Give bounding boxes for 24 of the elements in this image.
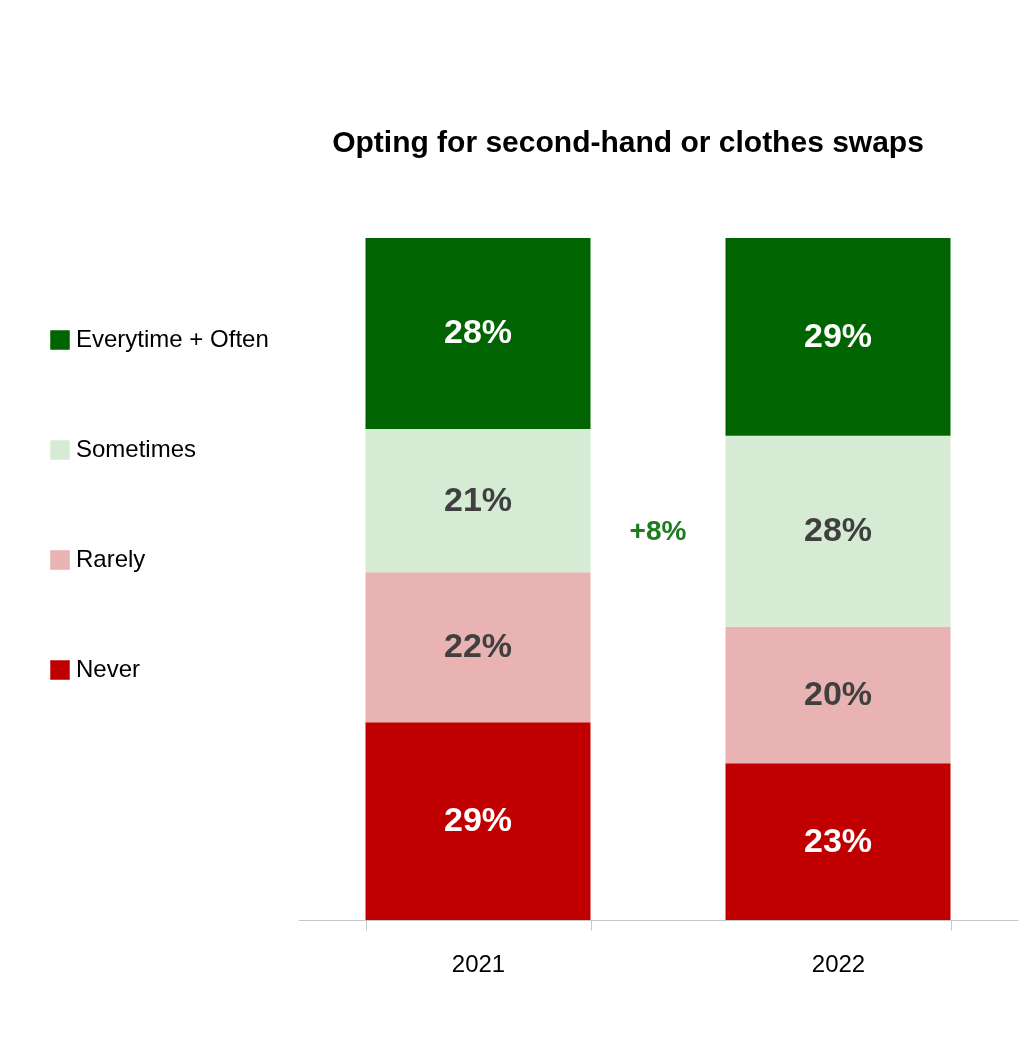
bar <box>365 428 591 573</box>
data-label: 28% <box>443 312 513 351</box>
x-tick-label: 2022 <box>811 949 866 977</box>
bar <box>365 722 591 920</box>
legend-label: Sometimes <box>76 435 197 462</box>
data-label: 29% <box>443 800 513 839</box>
chart-title: Opting for second-hand or clothes swaps <box>332 125 924 158</box>
data-label: 22% <box>443 626 513 665</box>
bar <box>725 763 951 920</box>
legend-label: Never <box>76 655 141 682</box>
data-label: 20% <box>803 673 873 712</box>
legend-label: Everytime + Often <box>76 325 269 352</box>
bar <box>365 238 591 429</box>
bar <box>725 626 951 764</box>
legend-label: Rarely <box>76 545 146 572</box>
bar <box>725 238 951 436</box>
data-label: 21% <box>443 479 513 518</box>
annotation: +8% <box>629 515 687 546</box>
data-label: 29% <box>803 315 873 354</box>
bar <box>725 435 951 627</box>
x-tick-label: 2021 <box>451 949 506 977</box>
data-label: 23% <box>803 820 873 859</box>
bar <box>365 572 591 723</box>
data-label: 28% <box>803 510 873 549</box>
